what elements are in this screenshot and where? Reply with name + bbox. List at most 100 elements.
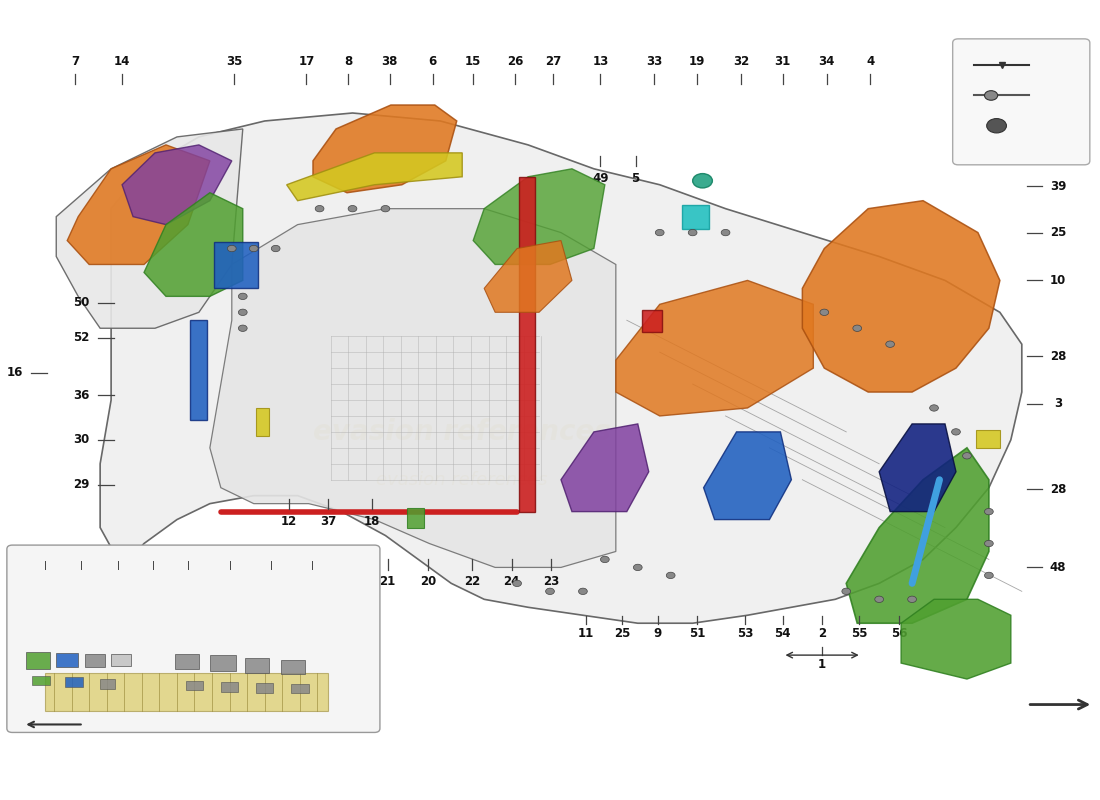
Text: 19: 19 xyxy=(689,54,705,68)
Text: 1: 1 xyxy=(818,658,826,671)
Circle shape xyxy=(693,174,713,188)
Text: 14: 14 xyxy=(114,54,130,68)
Circle shape xyxy=(886,341,894,347)
Text: 56: 56 xyxy=(891,627,908,640)
Polygon shape xyxy=(484,241,572,312)
Text: 43: 43 xyxy=(145,548,161,558)
Bar xyxy=(65,678,82,687)
Text: 20: 20 xyxy=(420,575,437,588)
Polygon shape xyxy=(144,193,243,296)
Polygon shape xyxy=(846,448,989,623)
Circle shape xyxy=(874,596,883,602)
Text: 15: 15 xyxy=(465,54,482,68)
Text: 22: 22 xyxy=(464,575,481,588)
Bar xyxy=(682,205,710,229)
Polygon shape xyxy=(210,209,616,567)
Text: 23: 23 xyxy=(543,575,559,588)
Circle shape xyxy=(984,540,993,546)
Polygon shape xyxy=(901,599,1011,679)
Circle shape xyxy=(272,246,280,252)
Text: 40: 40 xyxy=(110,548,125,558)
Text: 34: 34 xyxy=(818,54,835,68)
Text: 6: 6 xyxy=(429,54,437,68)
Text: 36: 36 xyxy=(74,389,90,402)
Circle shape xyxy=(513,580,521,586)
Circle shape xyxy=(984,572,993,578)
Text: 18: 18 xyxy=(364,514,381,528)
Circle shape xyxy=(228,246,236,252)
Text: 17: 17 xyxy=(298,54,315,68)
Text: 44: 44 xyxy=(263,548,279,558)
Circle shape xyxy=(546,588,554,594)
Polygon shape xyxy=(704,432,791,519)
Text: 7: 7 xyxy=(70,54,79,68)
Text: 39: 39 xyxy=(1049,180,1066,193)
Circle shape xyxy=(689,230,697,236)
Polygon shape xyxy=(879,424,956,512)
Bar xyxy=(210,655,236,671)
Text: 54: 54 xyxy=(774,627,791,640)
Text: 38: 38 xyxy=(382,54,398,68)
Circle shape xyxy=(348,206,356,212)
Bar xyxy=(186,681,204,690)
Text: 35: 35 xyxy=(226,54,242,68)
Bar xyxy=(25,652,50,670)
Text: 30: 30 xyxy=(74,434,89,446)
Bar xyxy=(245,658,270,673)
Bar xyxy=(976,430,1000,448)
Text: 21: 21 xyxy=(379,575,396,588)
Circle shape xyxy=(852,325,861,331)
Text: 9: 9 xyxy=(653,627,662,640)
Text: 32: 32 xyxy=(733,54,749,68)
Bar xyxy=(190,320,207,420)
Polygon shape xyxy=(56,129,243,328)
Text: 51: 51 xyxy=(689,627,705,640)
Text: 31: 31 xyxy=(287,575,304,588)
Circle shape xyxy=(984,509,993,515)
Circle shape xyxy=(579,588,587,594)
Text: 11: 11 xyxy=(579,627,594,640)
Circle shape xyxy=(239,309,248,315)
Circle shape xyxy=(962,453,971,459)
FancyBboxPatch shape xyxy=(953,39,1090,165)
Text: 31: 31 xyxy=(774,54,791,68)
Polygon shape xyxy=(67,145,210,265)
Bar xyxy=(407,508,424,527)
Circle shape xyxy=(316,206,324,212)
Circle shape xyxy=(250,246,258,252)
Polygon shape xyxy=(802,201,1000,392)
Bar xyxy=(56,653,78,667)
Text: 13: 13 xyxy=(592,54,608,68)
Circle shape xyxy=(952,429,960,435)
Text: 12: 12 xyxy=(280,514,297,528)
Polygon shape xyxy=(616,281,813,416)
Circle shape xyxy=(601,556,609,562)
Bar xyxy=(175,654,199,669)
Polygon shape xyxy=(122,145,232,225)
Text: 41: 41 xyxy=(180,548,196,558)
Circle shape xyxy=(667,572,675,578)
Circle shape xyxy=(381,206,389,212)
Bar xyxy=(214,242,258,288)
Text: 5: 5 xyxy=(631,172,640,185)
Bar xyxy=(642,310,662,332)
Text: 33: 33 xyxy=(646,54,662,68)
Bar xyxy=(85,654,104,667)
Text: 46: 46 xyxy=(304,548,320,558)
Bar xyxy=(111,654,131,666)
Circle shape xyxy=(634,564,642,570)
Circle shape xyxy=(239,293,248,299)
Bar xyxy=(45,673,329,711)
Text: evasion references: evasion references xyxy=(314,418,612,446)
Circle shape xyxy=(239,325,248,331)
Polygon shape xyxy=(561,424,649,512)
Polygon shape xyxy=(473,169,605,265)
Text: 26: 26 xyxy=(507,54,524,68)
Text: 50: 50 xyxy=(74,296,90,310)
Bar xyxy=(282,660,306,674)
Text: 8: 8 xyxy=(344,54,352,68)
Circle shape xyxy=(987,118,1007,133)
Text: 53: 53 xyxy=(737,627,754,640)
Text: 42: 42 xyxy=(222,548,238,558)
Text: 57: 57 xyxy=(1048,58,1066,72)
